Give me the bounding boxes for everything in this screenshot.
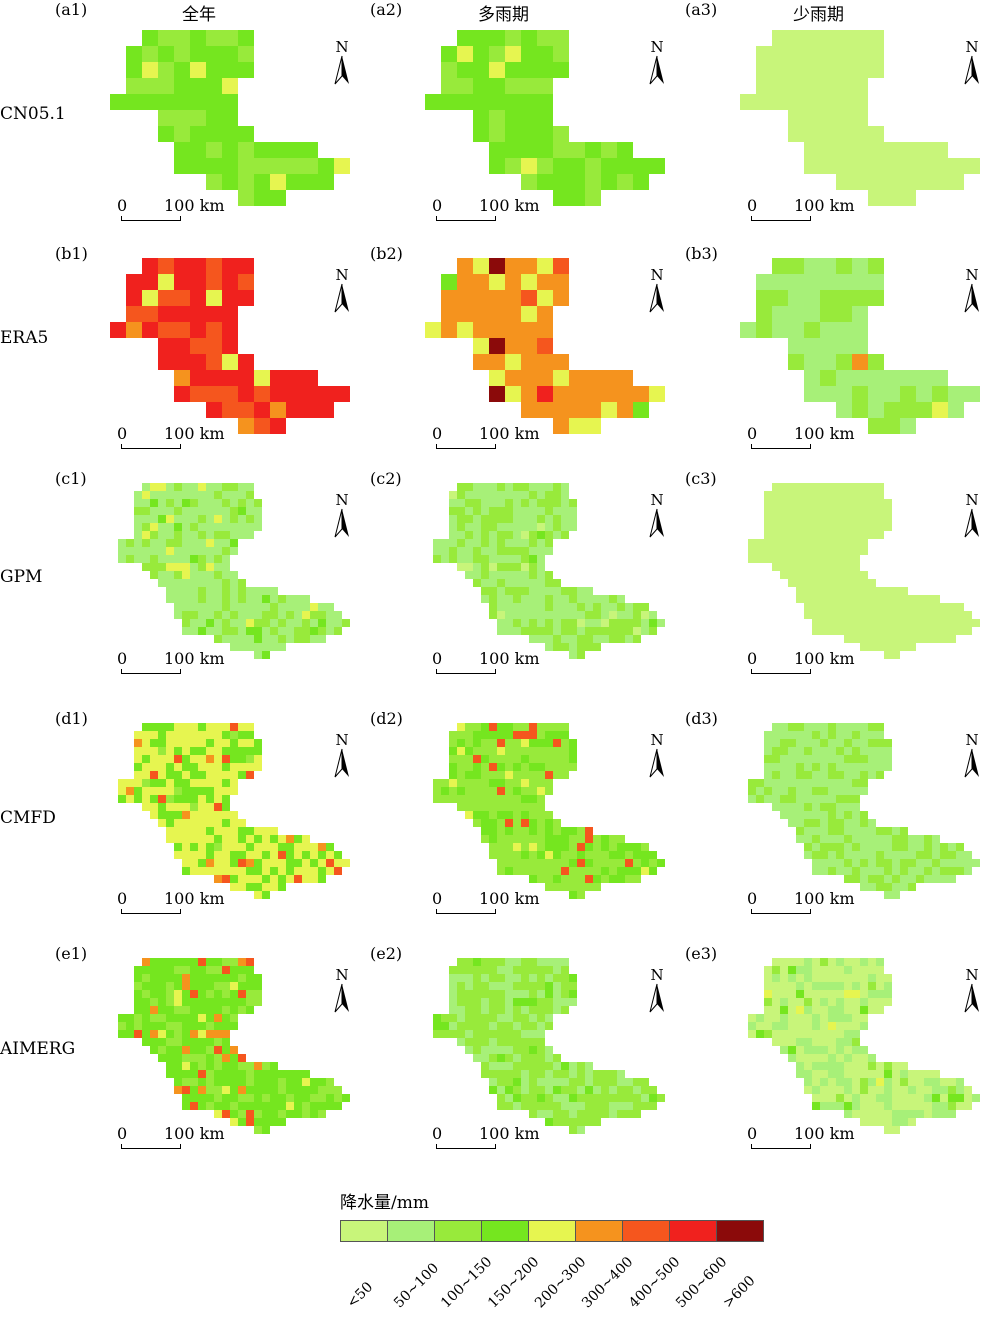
north-arrow-icon: N (964, 966, 979, 1013)
scale-bar: 0 100 km (432, 889, 552, 919)
legend-label-0: <50 (344, 1279, 377, 1312)
panel-label-e3: (e3) (685, 944, 718, 963)
svg-text:N: N (965, 731, 978, 749)
north-arrow-icon: N (964, 266, 979, 313)
row-label-era5: ERA5 (0, 328, 49, 348)
legend-swatch-3 (481, 1220, 529, 1242)
north-arrow-icon: N (964, 731, 979, 778)
scale-bar: 0 100 km (432, 1124, 552, 1154)
north-arrow-icon: N (334, 491, 349, 538)
panel-label-e1: (e1) (55, 944, 88, 963)
scale-bar: 0 100 km (117, 649, 237, 679)
panel-label-a3: (a3) (685, 0, 718, 19)
precip-map-a1 (110, 30, 350, 206)
scale-bar: 0 100 km (117, 889, 237, 919)
scale-bar: 0 100 km (747, 889, 867, 919)
legend-swatch-0 (340, 1220, 388, 1242)
svg-text:N: N (965, 266, 978, 284)
precip-map-a2 (425, 30, 665, 206)
svg-text:N: N (335, 966, 348, 984)
panel-label-a1: (a1) (55, 0, 88, 19)
scale-bar: 0 100 km (747, 424, 867, 454)
legend-swatch-4 (528, 1220, 576, 1242)
legend-label-1: 50~100 (391, 1260, 443, 1312)
panel-label-b2: (b2) (370, 244, 403, 263)
column-title-dry-season: 少雨期 (793, 5, 844, 25)
panel-label-d3: (d3) (685, 709, 718, 728)
svg-text:N: N (335, 38, 348, 56)
precip-map-c3 (748, 483, 980, 659)
scale-bar: 0 100 km (117, 424, 237, 454)
scale-bar: 0 100 km (747, 1124, 867, 1154)
scale-bar: 0 100 km (432, 649, 552, 679)
scale-bar: 0 100 km (432, 196, 552, 226)
north-arrow-icon: N (964, 491, 979, 538)
svg-text:N: N (965, 38, 978, 56)
panel-label-d1: (d1) (55, 709, 88, 728)
panel-label-b1: (b1) (55, 244, 88, 263)
precip-map-b2 (425, 258, 665, 434)
precip-map-d2 (433, 723, 665, 899)
north-arrow-icon: N (334, 266, 349, 313)
row-label-cn05: CN05.1 (0, 104, 66, 124)
column-title-annual: 全年 (182, 5, 216, 25)
north-arrow-icon: N (649, 38, 664, 85)
scale-bar: 0 100 km (747, 649, 867, 679)
legend-label-8: >600 (720, 1272, 759, 1312)
svg-text:N: N (650, 966, 663, 984)
north-arrow-icon: N (649, 491, 664, 538)
row-label-cmfd: CMFD (0, 808, 56, 828)
svg-text:N: N (650, 266, 663, 284)
north-arrow-icon: N (964, 38, 979, 85)
precip-map-a3 (740, 30, 980, 206)
svg-text:N: N (650, 491, 663, 509)
north-arrow-icon: N (334, 38, 349, 85)
panel-label-d2: (d2) (370, 709, 403, 728)
panel-label-c3: (c3) (685, 469, 717, 488)
legend-swatch-6 (622, 1220, 670, 1242)
scale-bar: 0 100 km (747, 196, 867, 226)
precip-map-d1 (118, 723, 350, 899)
panel-label-e2: (e2) (370, 944, 403, 963)
legend-swatch-2 (434, 1220, 482, 1242)
svg-text:N: N (965, 966, 978, 984)
north-arrow-icon: N (649, 731, 664, 778)
precip-map-d3 (748, 723, 980, 899)
legend-swatch-7 (669, 1220, 717, 1242)
legend-swatch-8 (716, 1220, 764, 1242)
scale-bar: 0 100 km (117, 196, 237, 226)
panel-label-b3: (b3) (685, 244, 718, 263)
north-arrow-icon: N (334, 966, 349, 1013)
panel-label-a2: (a2) (370, 0, 403, 19)
scale-bar: 0 100 km (432, 424, 552, 454)
precip-map-e3 (748, 958, 980, 1134)
svg-text:N: N (650, 38, 663, 56)
panel-label-c1: (c1) (55, 469, 87, 488)
precip-map-b3 (740, 258, 980, 434)
column-title-wet-season: 多雨期 (478, 5, 529, 25)
svg-text:N: N (965, 491, 978, 509)
svg-text:N: N (335, 266, 348, 284)
svg-text:N: N (335, 491, 348, 509)
precip-map-e2 (433, 958, 665, 1134)
north-arrow-icon: N (334, 731, 349, 778)
svg-text:N: N (650, 731, 663, 749)
north-arrow-icon: N (649, 966, 664, 1013)
precip-map-c2 (433, 483, 665, 659)
precip-map-e1 (118, 958, 350, 1134)
panel-label-c2: (c2) (370, 469, 402, 488)
precip-map-c1 (118, 483, 350, 659)
row-label-aimerg: AIMERG (0, 1039, 76, 1059)
legend-title: 降水量/mm (340, 1193, 429, 1213)
legend-swatch-1 (387, 1220, 435, 1242)
north-arrow-icon: N (649, 266, 664, 313)
legend-swatch-5 (575, 1220, 623, 1242)
scale-bar: 0 100 km (117, 1124, 237, 1154)
row-label-gpm: GPM (0, 567, 43, 587)
svg-text:N: N (335, 731, 348, 749)
precip-map-b1 (110, 258, 350, 434)
